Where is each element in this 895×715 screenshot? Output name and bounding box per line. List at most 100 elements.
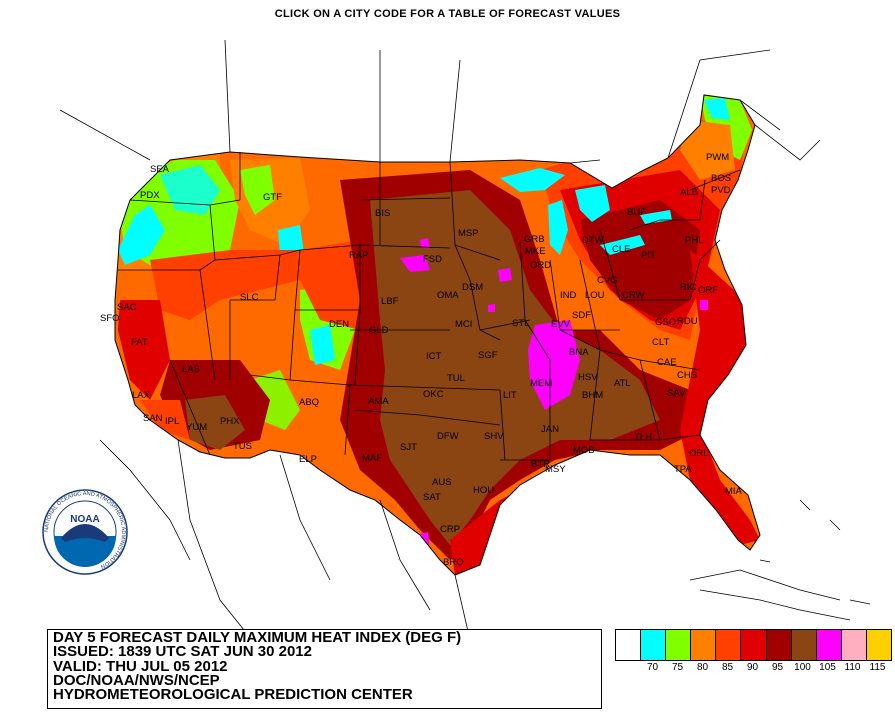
city-code-rap[interactable]: RAP	[349, 250, 369, 261]
city-code-sav[interactable]: SAV	[667, 388, 686, 399]
city-code-ama[interactable]: AMA	[368, 396, 389, 407]
info-line-valid: VALID: THU JUL 05 2012	[53, 657, 228, 675]
city-code-lit[interactable]: LIT	[503, 390, 517, 401]
city-code-lax[interactable]: LAX	[132, 390, 151, 401]
city-code-cle[interactable]: CLE	[612, 244, 630, 255]
city-code-cae[interactable]: CAE	[657, 357, 677, 368]
city-code-evv[interactable]: EVV	[551, 319, 571, 330]
city-code-ipl[interactable]: IPL	[165, 416, 179, 427]
city-code-msp[interactable]: MSP	[458, 228, 479, 239]
city-code-sgf[interactable]: SGF	[478, 350, 498, 361]
info-line-issued: ISSUED: 1839 UTC SAT JUN 30 2012	[53, 643, 312, 661]
legend-label: 90	[746, 662, 759, 673]
city-code-bos[interactable]: BOS	[711, 173, 731, 184]
city-code-pdx[interactable]: PDX	[140, 190, 160, 201]
city-code-ict[interactable]: ICT	[426, 351, 442, 362]
city-code-hsv[interactable]: HSV	[578, 372, 598, 383]
city-code-jan[interactable]: JAN	[541, 424, 559, 435]
city-code-ric[interactable]: RIC	[680, 282, 697, 293]
city-code-cvg[interactable]: CVG	[597, 275, 618, 286]
legend-swatch	[766, 630, 792, 660]
city-code-mem[interactable]: MEM	[530, 378, 552, 389]
city-code-dfw[interactable]: DFW	[437, 431, 459, 442]
city-code-stl[interactable]: STL	[512, 318, 529, 329]
city-code-pit[interactable]: PIT	[641, 250, 656, 261]
city-code-orf[interactable]: ORF	[698, 285, 718, 296]
city-code-elp[interactable]: ELP	[299, 454, 317, 465]
city-code-den[interactable]: DEN	[329, 319, 349, 330]
city-code-crp[interactable]: CRP	[440, 524, 460, 535]
city-code-dsm[interactable]: DSM	[462, 282, 483, 293]
city-code-pvd[interactable]: PVD	[711, 185, 731, 196]
city-code-sac[interactable]: SAC	[117, 302, 137, 313]
city-code-fsd[interactable]: FSD	[423, 254, 442, 265]
city-code-clt[interactable]: CLT	[652, 337, 669, 348]
city-code-gld[interactable]: GLD	[369, 325, 389, 336]
legend-label: 85	[721, 662, 734, 673]
forecast-info-box: DAY 5 FORECAST DAILY MAXIMUM HEAT INDEX …	[47, 629, 602, 709]
city-code-las[interactable]: LAS	[182, 364, 200, 375]
legend-swatch	[816, 630, 842, 660]
legend-label: 105	[819, 662, 836, 673]
city-code-pwm[interactable]: PWM	[706, 152, 729, 163]
legend-swatch	[741, 630, 767, 660]
city-code-hou[interactable]: HOU	[473, 485, 494, 496]
city-code-rdu[interactable]: RDU	[677, 316, 698, 327]
city-code-mke[interactable]: MKE	[525, 246, 546, 257]
city-code-ord[interactable]: ORD	[530, 260, 551, 271]
city-code-bro[interactable]: BRO	[443, 557, 464, 568]
city-code-maf[interactable]: MAF	[362, 453, 382, 464]
legend-label: 75	[671, 662, 684, 673]
city-code-sfo[interactable]: SFO	[100, 313, 120, 324]
city-code-oma[interactable]: OMA	[437, 290, 459, 301]
city-code-sea[interactable]: SEA	[150, 164, 170, 175]
info-line-center: HYDROMETEOROLOGICAL PREDICTION CENTER	[53, 686, 413, 704]
city-code-sat[interactable]: SAT	[423, 492, 441, 503]
city-code-alb[interactable]: ALB	[680, 187, 698, 198]
city-code-bhm[interactable]: BHM	[582, 390, 603, 401]
city-code-grb[interactable]: GRB	[524, 234, 545, 245]
city-code-tul[interactable]: TUL	[447, 373, 465, 384]
city-code-tlh[interactable]: TLH	[634, 432, 652, 443]
city-code-mci[interactable]: MCI	[455, 319, 472, 330]
legend-swatch	[616, 630, 642, 660]
city-code-mia[interactable]: MIA	[725, 486, 743, 497]
city-code-aus[interactable]: AUS	[432, 477, 452, 488]
city-code-gso[interactable]: GSO	[655, 317, 676, 328]
heat-fill-layer	[114, 94, 761, 576]
noaa-logo-text: NOAA	[70, 514, 99, 525]
city-code-tpa[interactable]: TPA	[674, 464, 692, 475]
legend-labels: 70 75 80 85 90 95 100 105 110 115	[615, 662, 890, 673]
city-code-slc[interactable]: SLC	[240, 292, 259, 303]
city-code-sjt[interactable]: SJT	[400, 442, 417, 453]
legend-label: 70	[646, 662, 659, 673]
city-code-chs[interactable]: CHS	[677, 370, 697, 381]
city-code-san[interactable]: SAN	[143, 413, 163, 424]
city-code-phx[interactable]: PHX	[220, 416, 240, 427]
city-code-yum[interactable]: YUM	[186, 422, 207, 433]
city-code-abq[interactable]: ABQ	[299, 397, 319, 408]
city-code-sdf[interactable]: SDF	[572, 310, 591, 321]
city-code-dtw[interactable]: DTW	[582, 235, 604, 246]
city-code-orl[interactable]: ORL	[689, 448, 709, 459]
city-code-atl[interactable]: ATL	[614, 378, 631, 389]
city-code-okc[interactable]: OKC	[423, 389, 444, 400]
city-code-gtf[interactable]: GTF	[263, 192, 282, 203]
city-code-lbf[interactable]: LBF	[381, 296, 399, 307]
city-code-crw[interactable]: CRW	[622, 290, 645, 301]
city-code-bna[interactable]: BNA	[569, 347, 589, 358]
page-title: CLICK ON A CITY CODE FOR A TABLE OF FORE…	[274, 8, 621, 20]
city-code-tus[interactable]: TUS	[233, 441, 252, 452]
legend-swatch	[666, 630, 692, 660]
legend-label: 95	[771, 662, 784, 673]
city-code-bis[interactable]: BIS	[375, 208, 390, 219]
city-code-phl[interactable]: PHL	[685, 235, 703, 246]
city-code-btr[interactable]: BTR	[531, 459, 550, 470]
city-code-lou[interactable]: LOU	[585, 290, 605, 301]
city-code-msy[interactable]: MSY	[545, 464, 566, 475]
city-code-buf[interactable]: BUF	[627, 207, 646, 218]
city-code-mob[interactable]: MOB	[573, 445, 595, 456]
city-code-shv[interactable]: SHV	[484, 431, 504, 442]
city-code-fat[interactable]: FAT	[131, 337, 148, 348]
city-code-ind[interactable]: IND	[560, 290, 577, 301]
